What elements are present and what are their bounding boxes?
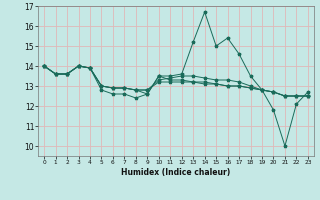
X-axis label: Humidex (Indice chaleur): Humidex (Indice chaleur) — [121, 168, 231, 177]
